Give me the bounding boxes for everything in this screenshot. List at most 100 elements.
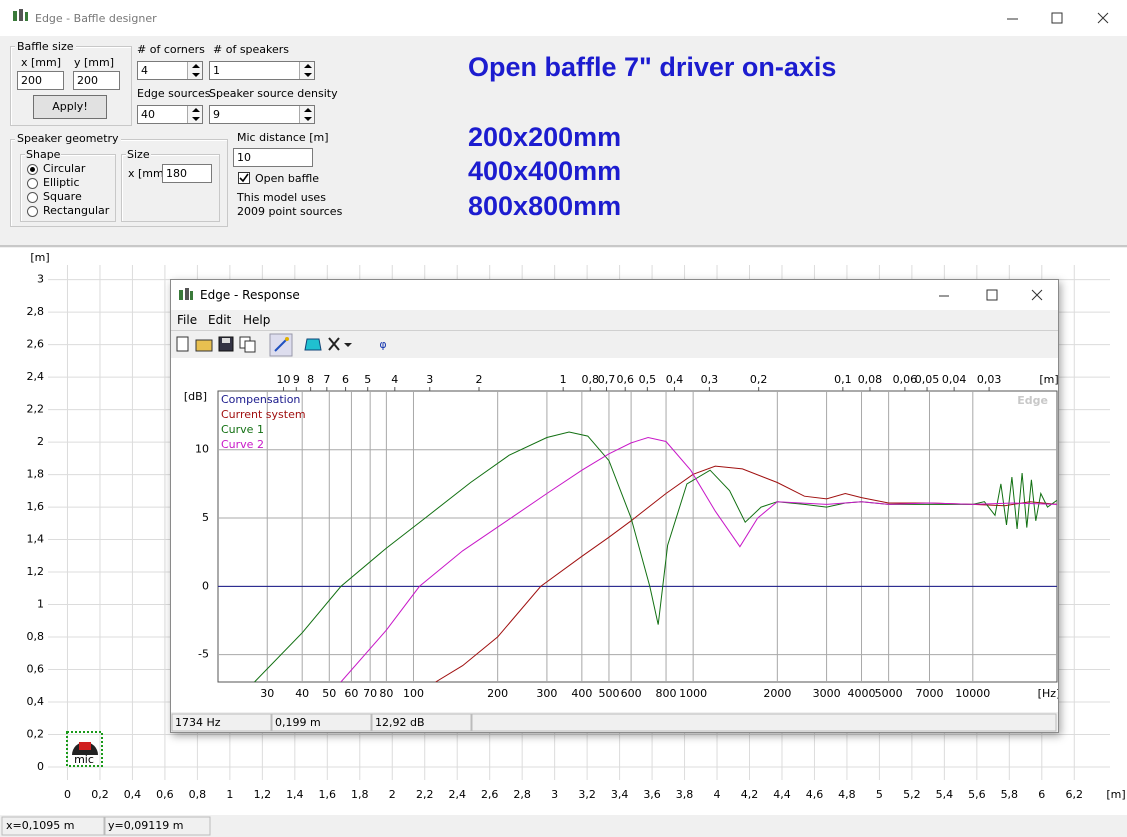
field-label: # of speakers xyxy=(213,43,290,56)
x2-tick-label: 0,08 xyxy=(858,373,883,386)
status-text: 12,92 dB xyxy=(375,716,425,729)
y-tick-label: 0 xyxy=(37,760,44,773)
x-tick-label: 1,2 xyxy=(254,788,272,801)
x-tick-label: 5,2 xyxy=(903,788,921,801)
text-input[interactable]: 200 xyxy=(73,71,120,90)
field-label: y [mm] xyxy=(74,56,115,69)
x-tick-label: 400 xyxy=(571,687,592,700)
x2-tick-label: 0,5 xyxy=(639,373,657,386)
menu-item[interactable]: Edit xyxy=(208,313,232,327)
info-text: This model uses xyxy=(237,191,326,204)
group-label: Speaker geometry xyxy=(15,132,121,145)
value: 1 xyxy=(213,64,220,77)
x-tick-label: 30 xyxy=(260,687,274,700)
y-tick-label: 1,2 xyxy=(27,565,45,578)
field-label: Speaker source density xyxy=(209,87,338,100)
x2-tick-label: 0,06 xyxy=(893,373,918,386)
window-title: Edge - Baffle designer xyxy=(35,12,157,25)
x2-tick-label: 4 xyxy=(391,373,398,386)
text-input[interactable]: 10 xyxy=(233,148,313,167)
text-input[interactable]: 200 xyxy=(17,71,64,90)
x-tick-label: 300 xyxy=(536,687,557,700)
legend-entry: Curve 1 xyxy=(221,423,264,436)
maximize[interactable] xyxy=(1051,12,1063,24)
window-title: Edge - Response xyxy=(200,288,300,302)
x2-tick-label: 3 xyxy=(426,373,433,386)
x-tick-label: 7000 xyxy=(915,687,943,700)
group-box xyxy=(20,154,116,222)
tool-pen[interactable] xyxy=(269,333,293,357)
tool-delete[interactable] xyxy=(328,337,352,351)
x-tick-label: 1 xyxy=(226,788,233,801)
group-label: Baffle size xyxy=(15,40,76,53)
plot-area xyxy=(217,390,1058,683)
checkbox[interactable] xyxy=(238,172,250,184)
text-input[interactable]: 180 xyxy=(162,164,212,183)
axes: 30 40 50 60 70 80 100 200 300 400 500 600 800 1000 200… xyxy=(195,373,1057,700)
x-tick-label: 4,2 xyxy=(741,788,759,801)
menu-item[interactable]: Help xyxy=(243,313,271,327)
x-tick-label: 5,8 xyxy=(1001,788,1019,801)
button[interactable]: Apply! xyxy=(33,95,107,119)
x-tick-label: 40 xyxy=(295,687,309,700)
tool-copy[interactable] xyxy=(239,336,256,353)
x-tick-label: 100 xyxy=(403,687,424,700)
radio-label: Elliptic xyxy=(43,176,80,189)
info-text: 2009 point sources xyxy=(237,205,343,218)
x-tick-label: 3000 xyxy=(813,687,841,700)
spin-input[interactable]: 1 xyxy=(209,61,315,80)
y-tick-label: 0,4 xyxy=(27,695,45,708)
x-tick-label: 2000 xyxy=(763,687,791,700)
legend-entry: Current system xyxy=(221,408,306,421)
curves xyxy=(218,431,1057,682)
x-tick-label: 800 xyxy=(656,687,677,700)
field-label: Edge sources xyxy=(137,87,211,100)
x-tick-label: 1,4 xyxy=(286,788,304,801)
x2-tick-label: 6 xyxy=(342,373,349,386)
x-tick-label: 2,8 xyxy=(513,788,531,801)
x-tick-label: 50 xyxy=(322,687,336,700)
radio[interactable] xyxy=(27,178,38,189)
close[interactable] xyxy=(1097,12,1109,24)
mic-marker: mic xyxy=(66,731,103,767)
tool-new[interactable] xyxy=(176,336,189,352)
y-tick-label: 1,6 xyxy=(27,500,45,513)
x-tick-label: 5000 xyxy=(875,687,903,700)
spin-input[interactable]: 40 xyxy=(137,105,203,124)
field-label: Mic distance [m] xyxy=(237,131,329,144)
spin-input[interactable]: 4 xyxy=(137,61,203,80)
x-tick-label: 3,2 xyxy=(578,788,596,801)
x2-tick-label: 0,7 xyxy=(598,373,616,386)
radio[interactable] xyxy=(27,192,38,203)
menu-item[interactable]: File xyxy=(177,313,198,327)
x2-unit: [m] xyxy=(1039,373,1058,386)
y-tick-label: 0,2 xyxy=(27,728,45,741)
legend-entry: Curve 2 xyxy=(221,438,264,451)
response-chart: 30 40 50 60 70 80 100 200 300 400 500 600 800 1000 200… xyxy=(171,358,1058,712)
y-tick-label: 10 xyxy=(195,443,209,456)
value: 40 xyxy=(141,108,155,121)
x-tick-label: 0,2 xyxy=(91,788,109,801)
window-controls xyxy=(939,289,1043,301)
spin-input[interactable]: 9 xyxy=(209,105,315,124)
x2-tick-label: 0,03 xyxy=(977,373,1002,386)
note-line: 200x200mm xyxy=(468,122,622,152)
radio[interactable] xyxy=(27,206,38,217)
y-tick-label: 2,8 xyxy=(27,305,45,318)
tool-open[interactable] xyxy=(195,339,213,352)
radio[interactable] xyxy=(27,164,38,175)
status-text: 1734 Hz xyxy=(175,716,221,729)
tool-speaker[interactable] xyxy=(304,338,322,351)
maximize[interactable] xyxy=(986,289,998,301)
tool-save[interactable] xyxy=(218,336,234,352)
status-cell xyxy=(1,816,105,836)
close[interactable] xyxy=(1031,289,1043,301)
x-tick-label: 0 xyxy=(64,788,71,801)
x-tick-label: 0,8 xyxy=(189,788,207,801)
x-tick-label: 2,6 xyxy=(481,788,499,801)
x2-tick-label: 2 xyxy=(475,373,482,386)
tool-phase[interactable]: φ xyxy=(379,338,386,351)
title-bar xyxy=(0,0,1127,36)
x-tick-label: 70 xyxy=(363,687,377,700)
